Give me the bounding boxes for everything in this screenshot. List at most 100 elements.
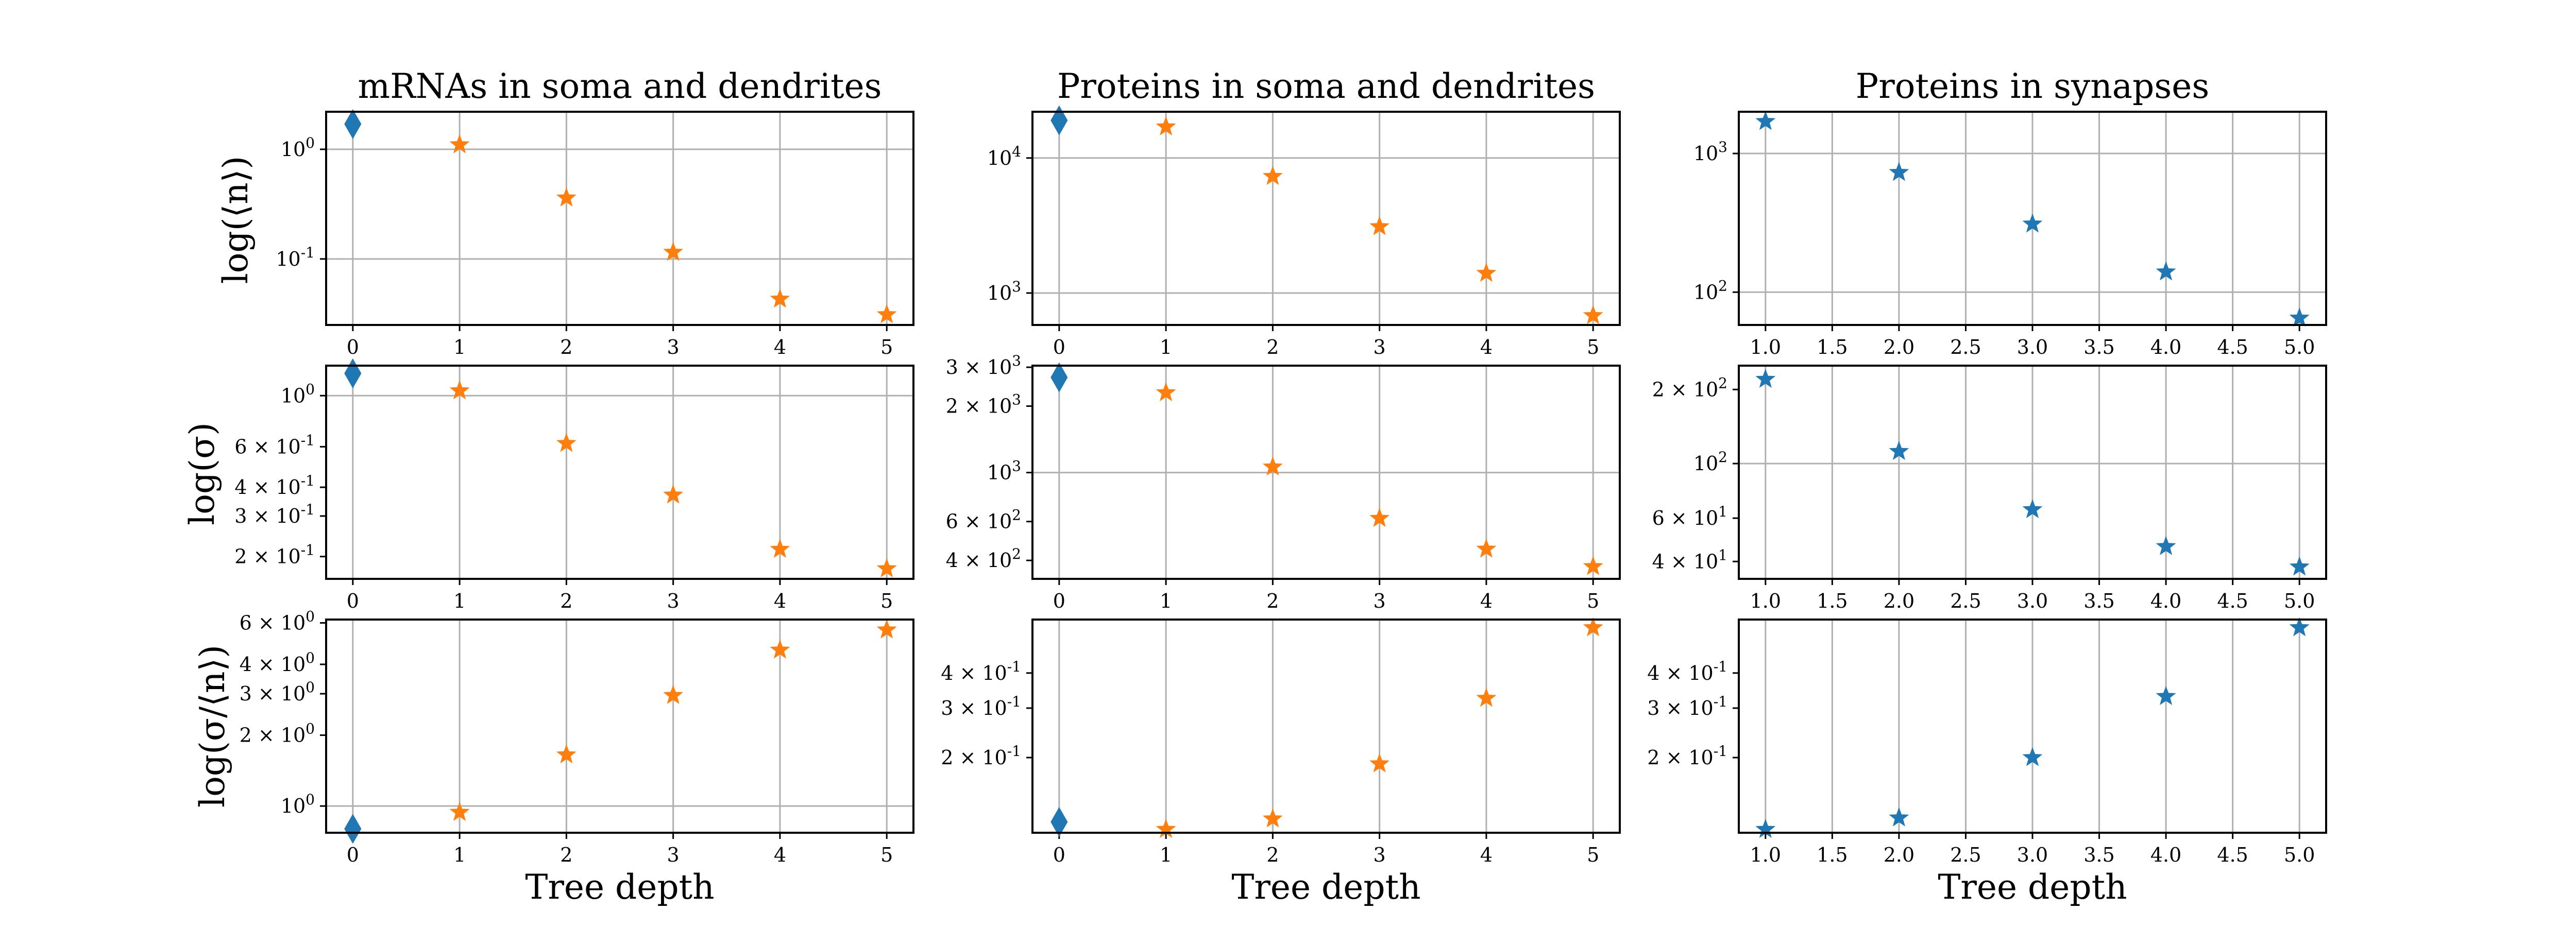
x-tick-label: 4.5 [2217,844,2248,866]
data-point-star [1262,456,1283,476]
x-tick-label: 4 [774,336,786,358]
x-tick-label: 4 [774,844,786,866]
x-tick-label: 1 [1160,844,1172,866]
x-tick-label: 0 [1053,590,1065,612]
x-tick-label: 0 [1053,844,1065,866]
data-point-star [1476,688,1497,707]
y-tick-label: 10-1 [276,244,315,270]
data-point-star [876,558,897,577]
y-tick-label: 2 × 10-1 [1647,743,1727,769]
x-tick-label: 1 [453,590,466,612]
y-tick-label: 3 × 10-1 [234,501,315,527]
data-point-star [449,801,470,821]
x-tick-label: 1.0 [1750,844,1781,866]
y-tick-label: 104 [987,143,1021,169]
y-tick-label: 4 × 10-1 [234,472,315,499]
x-tick-label: 1.0 [1750,336,1781,358]
data-point-star [1476,538,1497,558]
y-tick-label: 6 × 102 [946,507,1021,533]
x-tick-label: 0 [347,590,359,612]
x-tick-label: 4 [1480,590,1493,612]
axes-frame [1031,365,1621,580]
row-label-mean: log(⟨n⟩) [216,156,256,284]
data-point-star [2289,617,2310,637]
x-tick-label: 4.0 [2150,590,2181,612]
x-tick-label: 4.0 [2150,844,2181,866]
y-tick-label: 2 × 102 [1652,374,1727,401]
data-point-star [556,187,577,207]
x-tick-label: 2 [560,844,572,866]
subplot-r0-c0: 0 1 2 3 4 5 100 10-1 [276,109,914,358]
data-point-star [449,134,470,153]
x-axis-label-col1: Tree depth [1231,867,1420,907]
axes-frame [1738,111,2327,326]
x-tick-label: 5.0 [2284,844,2315,866]
y-tick-label: 3 × 100 [240,679,315,705]
x-tick-label: 4.0 [2150,336,2181,358]
data-point-star [1755,111,1776,130]
x-axis-label-col0: Tree depth [525,867,714,907]
x-tick-label: 5 [1587,844,1599,866]
data-point-star [2022,499,2043,519]
x-axis-label-col2: Tree depth [1938,867,2127,907]
subplot-r1-c0: 0 1 2 3 4 5 100 6 × 10-1 4 × 10-13 × 10-1 2 × 10-… [234,358,914,612]
data-point-star [770,288,790,308]
x-tick-label: 1 [1160,336,1172,358]
x-tick-label: 1.5 [1817,590,1848,612]
y-tick-label: 102 [1693,449,1727,475]
data-point-star [1369,508,1390,527]
data-point-star [449,380,470,400]
x-tick-label: 0 [1053,336,1065,358]
axes-frame [325,619,914,834]
data-point-star [1755,369,1776,388]
x-tick-label: 1.5 [1817,336,1848,358]
x-tick-label: 3.0 [2017,336,2048,358]
x-tick-label: 3.5 [2083,336,2114,358]
data-point-diamond [344,109,362,139]
y-tick-label: 103 [1693,139,1727,165]
x-tick-label: 2.0 [1884,336,1914,358]
x-tick-label: 5 [1587,590,1599,612]
y-tick-label: 6 × 101 [1652,503,1727,529]
x-tick-label: 2 [1266,844,1279,866]
subplot-r0-c2: 1.0 1.5 2.0 2.5 3.0 3.5 4.0 4.5 5.0 103 102 [1693,111,2327,358]
x-tick-label: 3 [1374,844,1386,866]
subplot-r2-c1: 0 1 2 3 4 5 4 × 10-1 3 × 10-1 2 × 10-1 [941,617,1621,866]
row-label-cv: log(σ/⟨n⟩) [193,645,232,808]
x-tick-label: 0 [347,336,359,358]
x-tick-label: 3.0 [2017,590,2048,612]
data-point-star [2156,685,2176,705]
axes-frame [1031,111,1621,326]
column-title-mrna: mRNAs in soma and dendrites [358,66,882,106]
x-tick-label: 3 [1374,590,1386,612]
y-tick-label: 3 × 10-1 [941,693,1021,719]
column-title-proteins-synapses: Proteins in synapses [1856,66,2209,106]
axes-frame [1031,619,1621,834]
x-tick-label: 5 [880,844,893,866]
column-title-proteins-soma: Proteins in soma and dendrites [1057,66,1595,106]
y-tick-label: 2 × 10-1 [234,542,315,568]
y-tick-label: 103 [987,278,1021,304]
x-tick-label: 1 [453,336,466,358]
data-point-star [1583,305,1603,324]
data-point-star [770,639,790,659]
x-tick-label: 3 [1374,336,1386,358]
data-point-star [2022,747,2043,766]
x-tick-label: 5 [1587,336,1599,358]
y-tick-label: 4 × 10-1 [941,658,1021,684]
y-tick-label: 6 × 100 [240,608,315,634]
x-tick-label: 3.5 [2083,844,2114,866]
y-tick-label: 103 [987,458,1021,484]
subplot-r1-c1: 0 1 2 3 4 5 3 × 103 2 × 103 103 6 × 102 4 × 102 [946,352,1621,612]
x-tick-label: 2 [1266,590,1279,612]
data-point-star [2156,261,2176,281]
data-point-star [556,744,577,764]
data-point-star [1583,556,1603,575]
x-tick-label: 5 [880,336,893,358]
axes-frame [325,365,914,580]
data-point-star [1583,617,1603,637]
data-point-star [1262,808,1283,828]
data-point-star [2289,307,2310,327]
